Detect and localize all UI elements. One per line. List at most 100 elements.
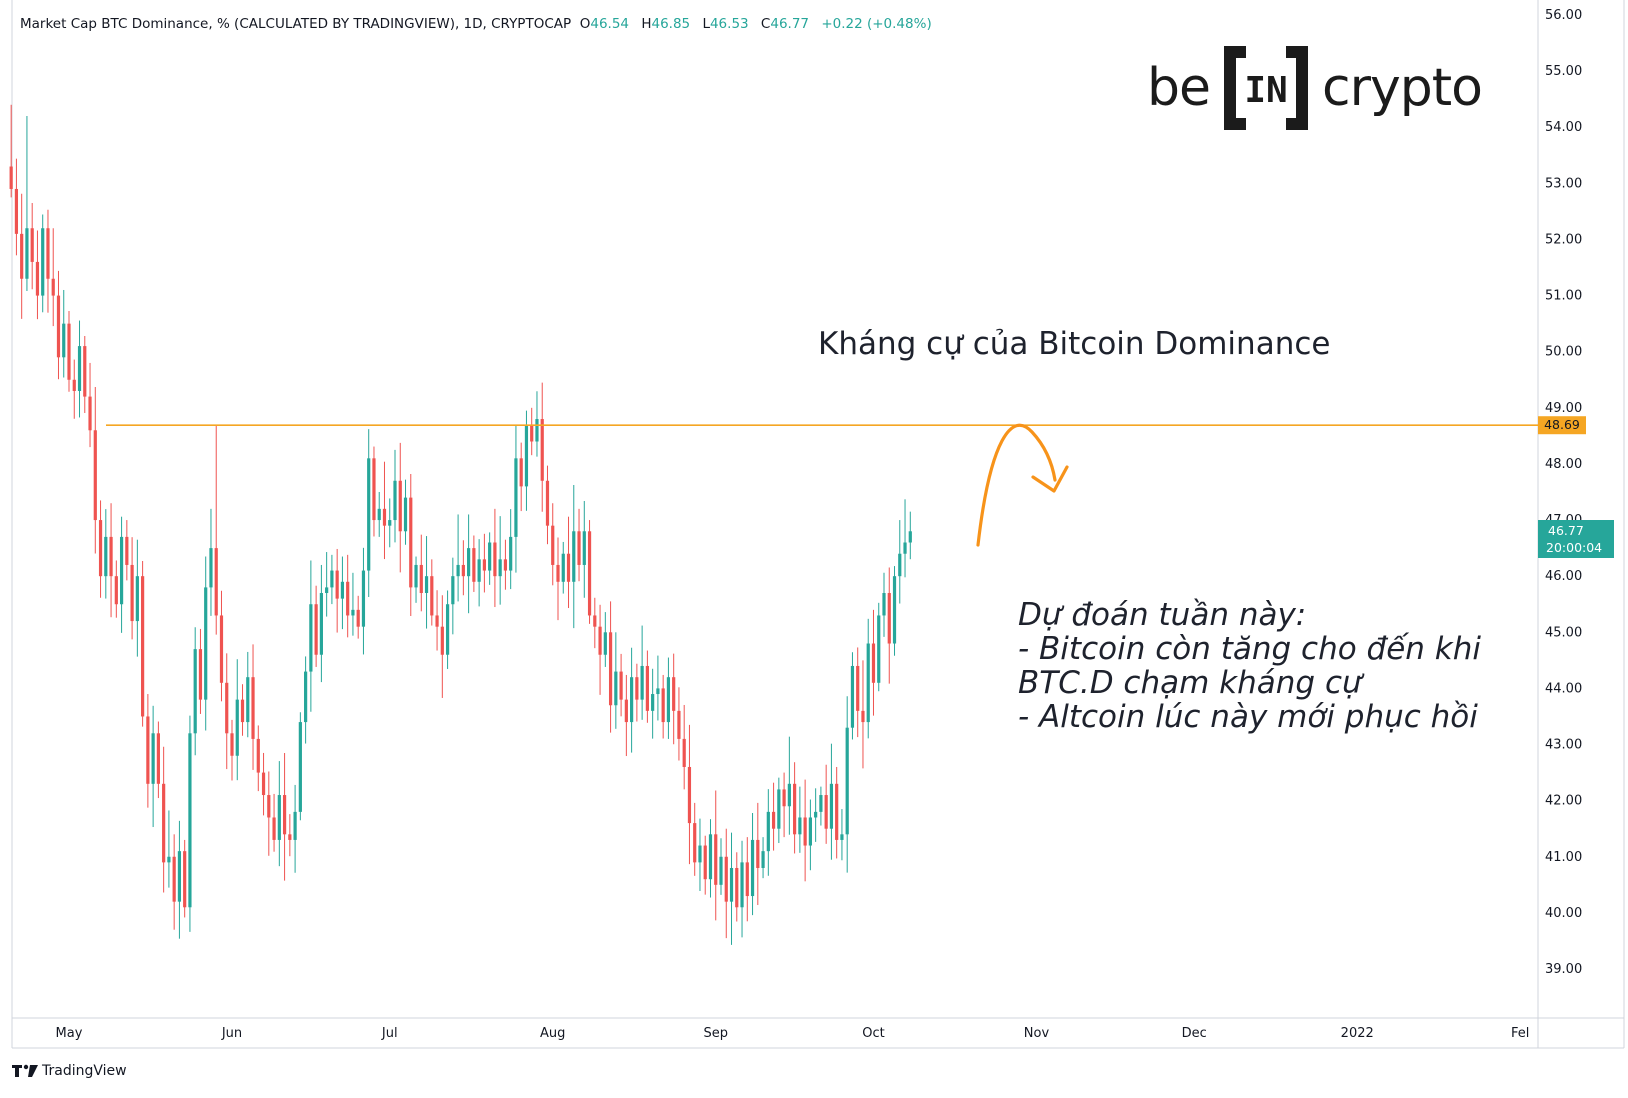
- candle-body: [651, 694, 655, 711]
- resistance-annotation[interactable]: Kháng cự của Bitcoin Dominance: [818, 326, 1331, 362]
- candle-body: [261, 772, 266, 796]
- candle-body: [877, 615, 881, 683]
- tradingview-brand[interactable]: TradingView: [12, 1063, 127, 1079]
- candle-body: [219, 615, 224, 683]
- resistance-tag-value: 48.69: [1544, 417, 1580, 432]
- time-tick-label: Jul: [381, 1026, 398, 1041]
- candle-body: [356, 609, 360, 627]
- candles-series: [9, 104, 912, 945]
- time-axis[interactable]: May Jun Jul Aug Sep Oct Nov Dec 2022 Fel: [56, 1026, 1530, 1041]
- candle-body: [246, 677, 250, 723]
- candle-body: [435, 615, 439, 627]
- candle-body: [540, 419, 544, 481]
- candle-body: [735, 867, 739, 908]
- prediction-annotation[interactable]: Dự đoán tuần này: - Bitcoin còn tăng cho…: [1018, 598, 1481, 734]
- candle-body: [829, 783, 834, 829]
- candle-body: [230, 733, 234, 756]
- candle-body: [850, 665, 855, 728]
- candle-body: [125, 536, 129, 565]
- candle-body: [235, 699, 239, 756]
- candle-body: [693, 823, 697, 863]
- candle-body: [177, 851, 182, 902]
- candle-body: [430, 576, 434, 616]
- last-price-tag: 46.77 20:00:04: [1538, 520, 1614, 558]
- prediction-line-3: BTC.D chạm kháng cự: [1018, 665, 1362, 701]
- candle-body: [293, 811, 297, 840]
- price-axis[interactable]: 39.00 40.00 41.00 42.00 43.00 44.00 45.00 46.00…: [1545, 8, 1582, 977]
- candle-body: [882, 593, 886, 616]
- candle-body: [209, 548, 213, 588]
- candle-body: [519, 458, 523, 487]
- candle-body: [445, 604, 450, 655]
- candle-body: [361, 570, 366, 627]
- candle-body: [214, 548, 218, 616]
- candle-body: [598, 626, 602, 655]
- candle-body: [325, 587, 329, 594]
- price-tick-label: 52.00: [1545, 232, 1582, 247]
- price-tick-label: 39.00: [1545, 962, 1582, 977]
- candle-body: [141, 576, 145, 717]
- candle-body: [903, 542, 907, 554]
- candle-body: [556, 564, 560, 582]
- time-tick-label: Dec: [1182, 1026, 1207, 1041]
- candle-body: [793, 783, 797, 835]
- candle-body: [272, 817, 276, 840]
- candle-body: [172, 856, 176, 902]
- candle-body: [419, 564, 423, 594]
- price-tick-label: 41.00: [1545, 850, 1582, 865]
- candle-body: [367, 458, 371, 571]
- candle-body: [77, 346, 82, 391]
- time-tick-label: May: [56, 1026, 83, 1041]
- candle-body: [787, 783, 791, 807]
- candle-body: [572, 531, 576, 582]
- candle-body: [403, 497, 408, 532]
- candle-body: [672, 677, 676, 711]
- candle-body: [845, 727, 849, 835]
- last-price-background: [1538, 520, 1614, 558]
- candle-body: [204, 587, 208, 700]
- candle-body: [109, 536, 113, 577]
- candle-body: [771, 811, 776, 829]
- candle-body: [251, 677, 255, 739]
- candle-body: [346, 581, 350, 616]
- candle-body: [72, 379, 76, 391]
- candle-body: [393, 480, 397, 521]
- candle-body: [514, 458, 518, 537]
- candle-body: [750, 839, 755, 897]
- candle-body: [388, 520, 392, 526]
- candle-body: [898, 553, 902, 577]
- symbol-header: Market Cap BTC Dominance, % (CALCULATED …: [20, 16, 932, 32]
- candle-body: [840, 834, 844, 840]
- candle-body: [582, 531, 586, 565]
- price-tick-label: 49.00: [1545, 401, 1582, 416]
- candle-body: [414, 564, 418, 588]
- candle-body: [288, 834, 292, 840]
- low-value: 46.53: [709, 16, 749, 32]
- candle-body: [51, 278, 55, 296]
- candle-body: [782, 789, 786, 807]
- candle-body: [9, 166, 13, 189]
- candle-body: [808, 817, 812, 846]
- price-tick-label: 50.00: [1545, 345, 1582, 360]
- price-tick-label: 40.00: [1545, 906, 1582, 921]
- candle-body: [856, 665, 860, 711]
- candle-body: [708, 834, 713, 880]
- prediction-line-4: - Altcoin lúc này mới phục hồi: [1018, 699, 1478, 735]
- candle-body: [614, 671, 618, 706]
- candle-body: [183, 851, 187, 908]
- price-tick-label: 43.00: [1545, 738, 1582, 753]
- candle-body: [745, 862, 749, 897]
- plot-background: [12, 0, 1538, 1018]
- candle-body: [98, 520, 103, 577]
- candle-body: [524, 424, 529, 487]
- candle-body: [593, 615, 597, 627]
- logo-word-in: IN: [1244, 70, 1287, 111]
- forecast-curve: [976, 423, 1057, 547]
- candle-body: [146, 716, 150, 784]
- candle-body: [482, 559, 486, 571]
- candle-body: [892, 576, 897, 644]
- candle-body: [603, 632, 607, 655]
- candle-body: [608, 632, 613, 706]
